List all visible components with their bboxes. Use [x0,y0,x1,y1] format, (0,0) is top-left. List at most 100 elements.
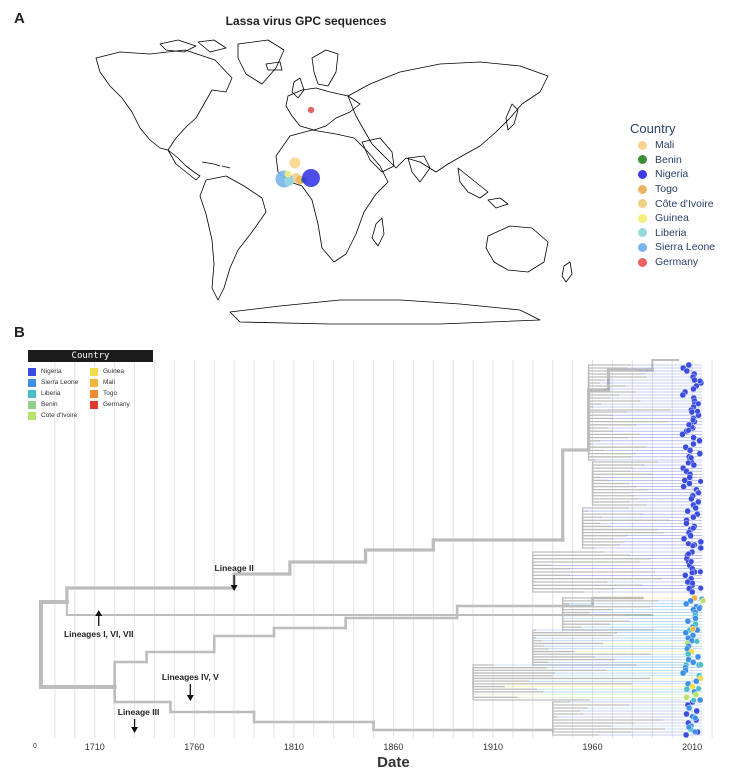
tree-legend-item[interactable]: Benin [28,399,90,410]
tip-marker [690,385,697,393]
tip-marker [693,707,700,715]
tip-marker [682,443,689,451]
tip-marker [697,544,704,552]
x-tick-label: 2010 [682,742,702,752]
tip-marker [696,377,703,384]
tree-legend-item[interactable]: Mali [90,377,152,388]
map-legend-label: Mali [655,139,675,152]
tree-branch [232,572,292,590]
map-legend-item[interactable]: Nigeria [630,167,740,182]
tree-branch [587,382,600,389]
map-legend-item[interactable]: Mali [630,138,740,153]
tree-legend-item[interactable]: Cote d'Ivoire [28,410,90,421]
map-legend-item[interactable]: Togo [630,182,740,197]
tree-branch [472,680,529,684]
tree-legend-label: Sierra Leone [41,379,79,386]
tree-branch [288,560,368,576]
annotation-arrowhead-icon [186,695,194,701]
tip-marker [697,568,704,575]
x-tick-label: 1710 [85,742,105,752]
tip-marker [693,638,700,645]
tree-branch [591,482,638,500]
annotation-lineage-ii: Lineage II [215,563,254,573]
tree-branch [587,435,628,439]
tree-legend-item[interactable]: Germany [90,399,152,410]
phylogenetic-tree: Lineage II Lineages I, VI, VII Lineages IV… [33,359,713,771]
tree-branch [552,717,663,721]
map-legend-label: Benin [655,153,682,166]
tip-marker [695,685,702,692]
map-legend-item[interactable]: Côte d'Ivoire [630,196,740,211]
map-sample-markers [275,106,320,188]
map-legend-item[interactable]: Germany [630,255,740,270]
tip-marker [681,477,688,484]
tree-branch [532,571,584,593]
annotation-arrowhead-icon [131,727,139,733]
tip-marker [697,661,704,668]
tip-marker [691,728,698,735]
map-legend-item[interactable]: Sierra Leone [630,240,740,255]
legend-dot-icon [638,140,647,150]
tree-gridlines [54,360,713,738]
tip-marker [697,538,705,546]
tree-branch [532,646,549,650]
tip-marker [694,408,701,415]
landmass-new-zealand [561,261,573,283]
tree-legend-title: Country [28,350,153,362]
map-legend-label: Liberia [655,226,687,239]
tip-marker [689,569,696,576]
tree-legend-label: Mali [103,379,115,386]
annotation-lineages-iv-v: Lineages IV, V [162,672,219,682]
tree-legend-item[interactable]: Togo [90,388,152,399]
tip-marker [685,550,692,557]
tree-branch [591,482,647,506]
map-legend-item[interactable]: Guinea [630,211,740,226]
tree-branches [38,359,703,736]
tree-branch [581,525,611,529]
tree-branch [212,634,276,654]
tip-marker [690,525,697,532]
legend-dot-icon [638,169,647,179]
tip-marker [688,408,696,416]
legend-dot-icon [638,184,647,194]
legend-dot-icon [638,213,647,223]
legend-swatch-icon [90,389,98,398]
tip-marker [696,437,703,445]
marker-germany [307,106,315,114]
legend-swatch-icon [28,400,36,409]
tree-branch [472,677,651,684]
tree-branch [561,448,591,542]
legend-swatch-icon [28,389,36,398]
tree-legend-item[interactable]: Liberia [28,388,90,399]
panel-b-letter: B [14,324,25,341]
tip-marker [690,434,697,441]
map-title: Lassa virus GPC sequences [225,14,387,28]
landmass-greenland [237,39,285,85]
tree-legend-item[interactable]: Guinea [90,366,152,377]
x-tick-label: 1760 [184,742,204,752]
tree-legend-item[interactable]: Nigeria [28,366,90,377]
tip-marker [691,376,698,384]
tip-marker [683,367,691,375]
map-legend-item[interactable]: Liberia [630,226,740,241]
tip-marker [690,417,697,424]
marker-nigeria [302,169,320,187]
tip-marker [679,431,686,438]
tree-branch [606,368,654,392]
tip-marker [686,480,693,487]
tip-marker [682,629,689,636]
tree-branch [344,616,459,630]
map-legend-item[interactable]: Benin [630,153,740,168]
tip-marker [683,686,691,693]
marker-liberia [284,176,294,186]
tree-branch [651,359,680,371]
continent-asia [347,61,549,173]
tree-branch [455,604,594,620]
tree-branch [581,527,664,534]
tree-legend-item[interactable]: Sierra Leone [28,377,90,388]
tip-marker [696,450,703,457]
tip-marker [689,659,697,666]
tip-marker [680,483,687,490]
tip-marker [685,459,692,466]
legend-dot-icon [638,155,647,165]
